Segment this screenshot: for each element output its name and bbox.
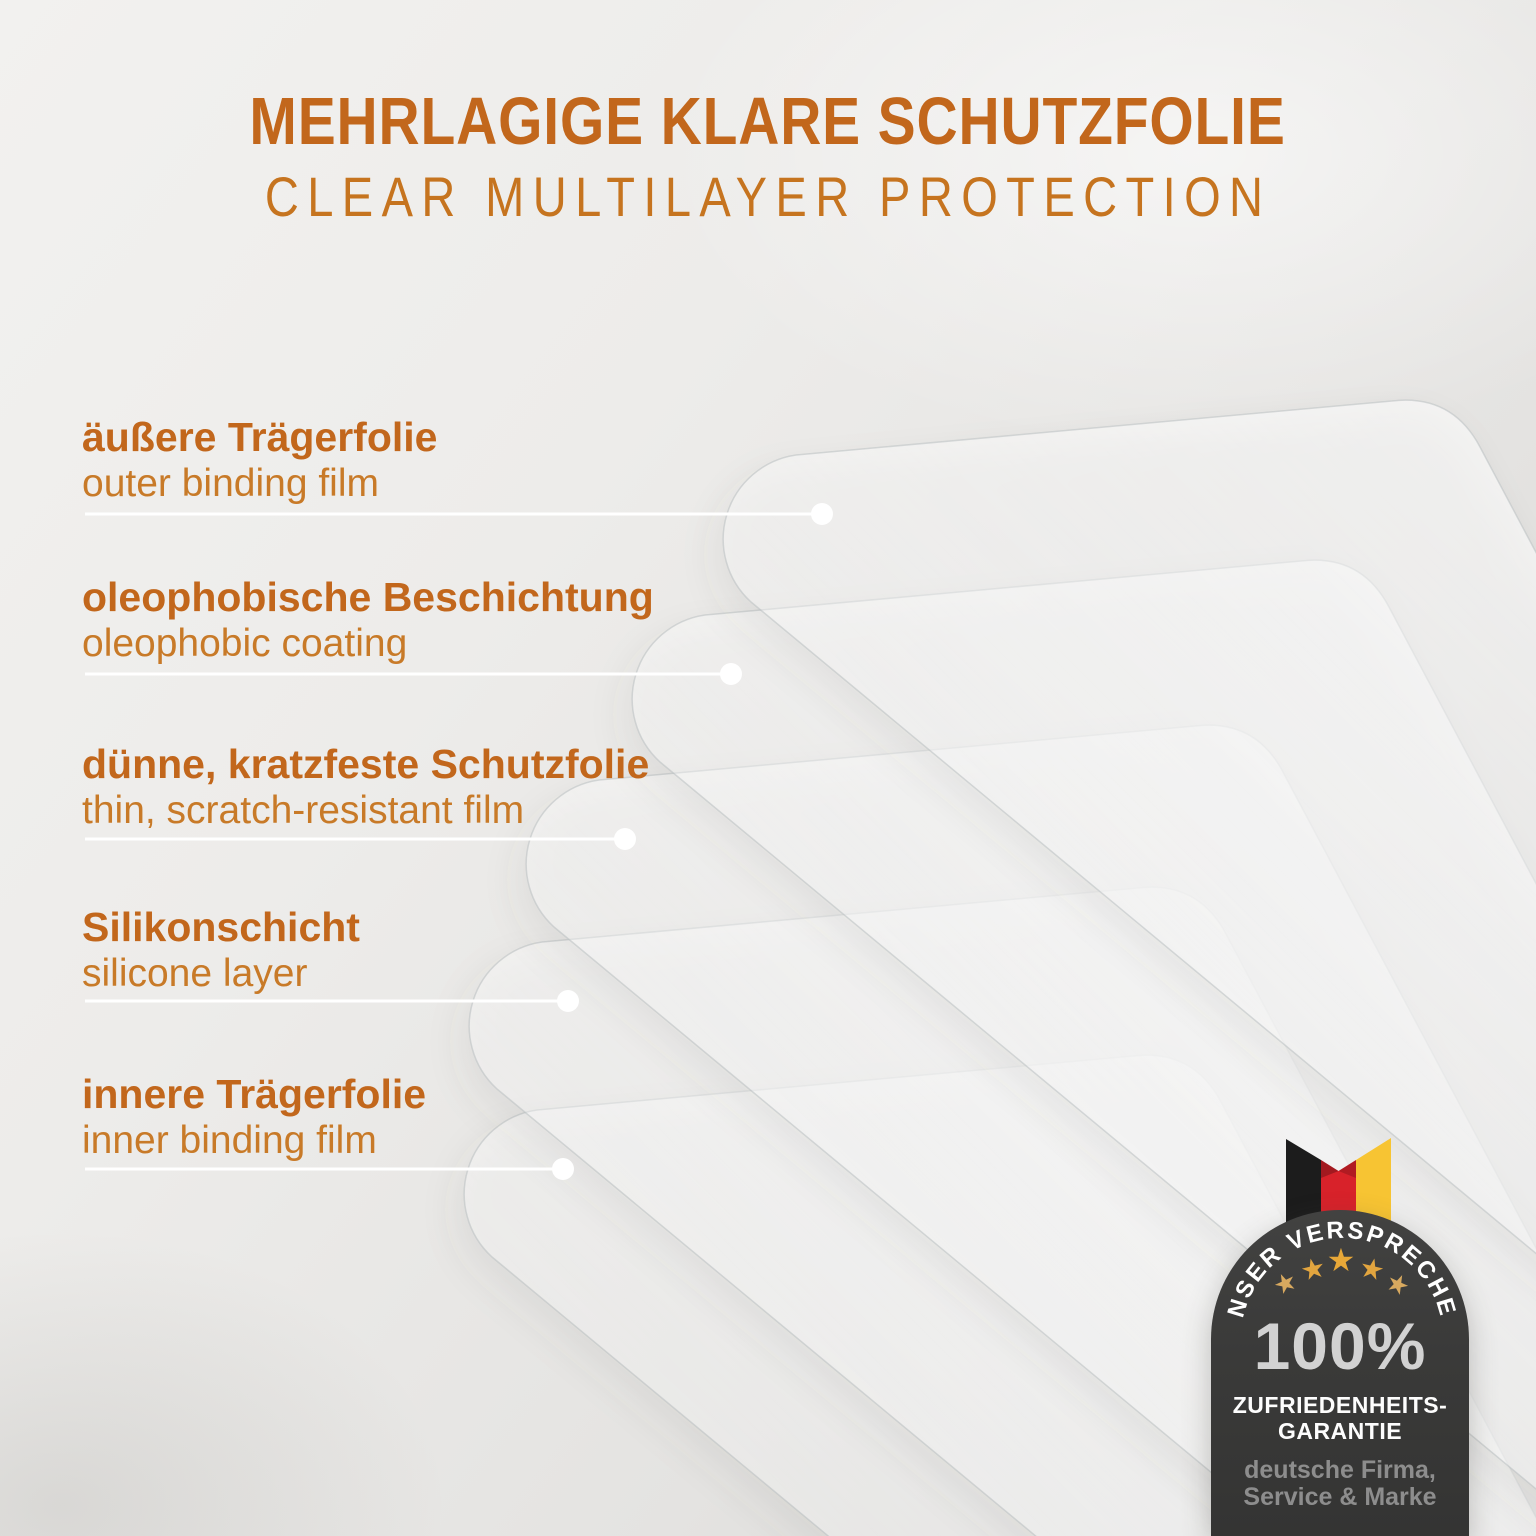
layer-label-oleophobic: oleophobische Beschichtung oleophobic co… bbox=[82, 573, 654, 667]
layer-label-en: outer binding film bbox=[82, 462, 379, 505]
badge-tagline-line1: deutsche Firma, bbox=[1244, 1456, 1436, 1484]
layer-label-de: Silikonschicht bbox=[82, 904, 360, 950]
badge-guarantee-line1: ZUFRIEDENHEITS- bbox=[1232, 1392, 1448, 1418]
badge-guarantee-line2: GARANTIE bbox=[1277, 1418, 1403, 1444]
connector-dot bbox=[614, 828, 636, 850]
connector-dot bbox=[552, 1158, 574, 1180]
layer-label-en: oleophobic coating bbox=[82, 622, 408, 665]
layer-label-inner-binding: innere Trägerfolie inner binding film bbox=[82, 1070, 426, 1164]
layer-label-de: innere Trägerfolie bbox=[82, 1071, 427, 1117]
connector-lines bbox=[85, 503, 833, 1180]
badge-percentage: 100% bbox=[1253, 1309, 1427, 1383]
layer-label-en: inner binding film bbox=[82, 1119, 377, 1162]
badge-tagline-line2: Service & Marke bbox=[1243, 1483, 1437, 1511]
layer-label-silicone: Silikonschicht silicone layer bbox=[82, 903, 360, 997]
layer-label-en: thin, scratch-resistant film bbox=[82, 789, 525, 832]
connector-dot bbox=[811, 503, 833, 525]
layer-label-de: äußere Trägerfolie bbox=[82, 414, 438, 460]
layer-label-en: silicone layer bbox=[82, 952, 308, 995]
guarantee-badge: UNSER VERSPRECHEN ★ ★ ★ ★ ★ 100% ZUFRIED… bbox=[1208, 1133, 1476, 1536]
connector-dot bbox=[557, 990, 579, 1012]
connector-dot bbox=[720, 663, 742, 685]
layer-label-scratch-resistant: dünne, kratzfeste Schutzfolie thin, scra… bbox=[82, 740, 649, 834]
header: MEHRLAGIGE KLARE SCHUTZFOLIE CLEAR MULTI… bbox=[0, 88, 1536, 225]
layer-label-de: dünne, kratzfeste Schutzfolie bbox=[82, 741, 650, 787]
layer-label-de: oleophobische Beschichtung bbox=[82, 574, 654, 620]
badge-dome bbox=[1211, 1210, 1469, 1536]
page-title: MEHRLAGIGE KLARE SCHUTZFOLIE bbox=[249, 84, 1287, 159]
page-subtitle: CLEAR MULTILAYER PROTECTION bbox=[264, 165, 1272, 228]
layer-label-outer-binding: äußere Trägerfolie outer binding film bbox=[82, 413, 437, 507]
